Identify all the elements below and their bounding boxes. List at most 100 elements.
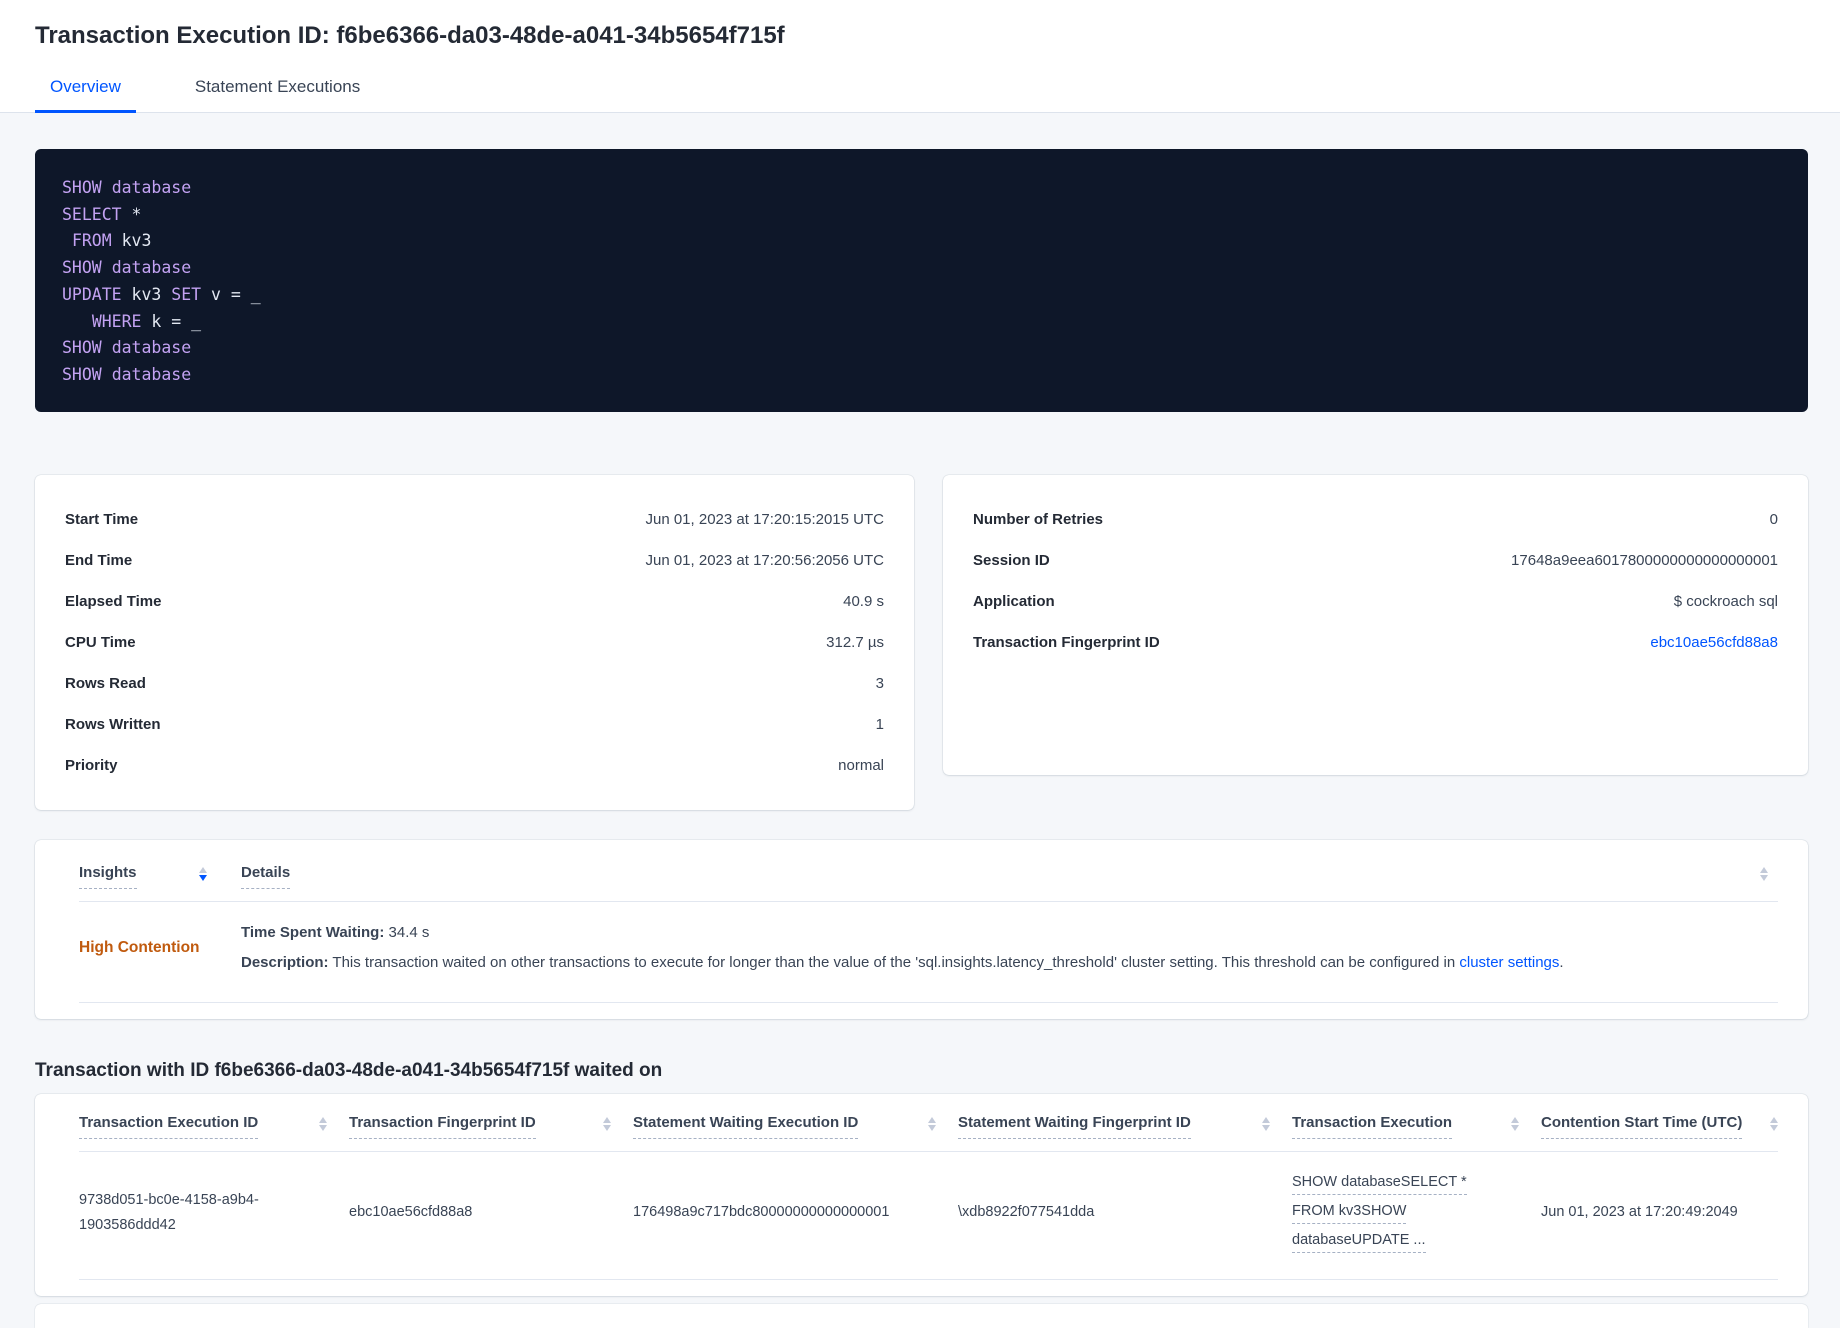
sql-text: kv3 (111, 231, 152, 251)
sort-icon (1262, 1114, 1270, 1131)
waited-on-table-card: Transaction Execution ID Transaction Fing… (35, 1094, 1808, 1296)
sql-keyword: SELECT (62, 204, 122, 224)
sql-text: k = _ (141, 311, 202, 331)
sort-down-arrow (1511, 1125, 1519, 1131)
sql-line: SELECT * (62, 202, 1781, 229)
description-suffix: . (1559, 954, 1564, 971)
sql-text (102, 258, 112, 277)
detail-value: 312.7 µs (826, 634, 884, 651)
detail-value: normal (838, 757, 884, 774)
sort-up-arrow (319, 1117, 327, 1123)
sql-line: WHERE k = _ (62, 309, 1781, 336)
sort-up-arrow (928, 1117, 936, 1123)
sql-line: SHOW database (62, 255, 1781, 282)
sort-down-arrow (199, 875, 207, 881)
column-header-label: Statement Waiting Fingerprint ID (958, 1114, 1191, 1139)
sql-keyword: SHOW (62, 178, 102, 197)
detail-label: Rows Read (65, 675, 146, 692)
sql-text (62, 231, 72, 250)
sql-keyword: SHOW (62, 338, 102, 358)
description-text: This transaction waited on other transac… (328, 954, 1460, 971)
sql-text (102, 338, 112, 357)
sort-down-arrow (603, 1125, 611, 1131)
column-header-statement-waiting-fingerprint-id[interactable]: Statement Waiting Fingerprint ID (958, 1114, 1270, 1139)
table-row: 9738d051-bc0e-4158-a9b4-1903586ddd42 ebc1… (79, 1152, 1778, 1280)
cell-transaction-execution-id: 9738d051-bc0e-4158-a9b4-1903586ddd42 (79, 1191, 259, 1233)
sort-up-arrow (603, 1117, 611, 1123)
execution-details-card: Start Time Jun 01, 2023 at 17:20:15:2015 … (35, 475, 914, 810)
column-header-label: Transaction Execution ID (79, 1114, 259, 1139)
detail-value: 1 (875, 716, 884, 733)
tab-bar: Overview Statement Executions (35, 77, 1808, 113)
sort-icon (1770, 1114, 1778, 1131)
time-spent-waiting-label: Time Spent Waiting: (241, 924, 385, 941)
sort-down-arrow (928, 1125, 936, 1131)
sql-text: v = _ (201, 284, 261, 304)
sql-keyword: SET (171, 284, 202, 304)
sql-keyword: UPDATE (62, 284, 122, 304)
sort-down-arrow (1262, 1125, 1270, 1131)
details-sort-control[interactable] (1760, 864, 1778, 881)
sql-keyword: database (111, 364, 192, 384)
column-header-contention-start-time[interactable]: Contention Start Time (UTC) (1541, 1114, 1778, 1139)
sql-line: SHOW database (62, 362, 1781, 389)
column-header-label: Transaction Execution (1292, 1114, 1453, 1139)
transaction-execution-link[interactable]: databaseUPDATE ... (1292, 1230, 1426, 1253)
column-header-insights[interactable]: Insights (79, 864, 241, 889)
waited-on-table-body: 9738d051-bc0e-4158-a9b4-1903586ddd42 ebc1… (79, 1152, 1778, 1280)
sort-icon (1760, 864, 1768, 881)
detail-value: 3 (875, 675, 884, 692)
cell-transaction-execution: SHOW databaseSELECT * FROM kv3SHOW databas… (1292, 1172, 1519, 1253)
description-label: Description: (241, 954, 329, 971)
sort-icon (319, 1114, 327, 1131)
detail-row: Application $ cockroach sql (973, 581, 1778, 622)
insights-table-header: Insights Details (79, 856, 1778, 902)
detail-label: End Time (65, 552, 133, 569)
cell-statement-waiting-execution-id: 176498a9c717bdc80000000000000001 (633, 1204, 890, 1220)
column-header-statement-waiting-execution-id[interactable]: Statement Waiting Execution ID (633, 1114, 936, 1139)
tab-overview[interactable]: Overview (35, 77, 136, 113)
detail-label: Session ID (973, 552, 1050, 569)
column-header-label: Transaction Fingerprint ID (349, 1114, 536, 1139)
detail-value: $ cockroach sql (1673, 593, 1778, 610)
transaction-execution-link[interactable]: FROM kv3SHOW (1292, 1201, 1407, 1224)
transaction-execution-link[interactable]: SHOW databaseSELECT * (1292, 1172, 1467, 1195)
sql-keyword: database (111, 338, 192, 358)
time-spent-waiting-value: 34.4 s (384, 924, 430, 941)
sql-text: kv3 (121, 284, 172, 304)
waited-on-table-header: Transaction Execution ID Transaction Fing… (79, 1114, 1778, 1152)
time-spent-waiting-line: Time Spent Waiting: 34.4 s (241, 918, 1760, 948)
column-header-label: Statement Waiting Execution ID (633, 1114, 859, 1139)
transaction-fingerprint-link[interactable]: ebc10ae56cfd88a8 (1650, 634, 1778, 651)
detail-row: Elapsed Time 40.9 s (65, 581, 884, 622)
sort-icon (199, 864, 207, 881)
cell-transaction-fingerprint-id: ebc10ae56cfd88a8 (349, 1204, 473, 1220)
column-header-transaction-fingerprint-id[interactable]: Transaction Fingerprint ID (349, 1114, 611, 1139)
detail-row: Start Time Jun 01, 2023 at 17:20:15:2015 … (65, 499, 884, 540)
detail-value: Jun 01, 2023 at 17:20:56:2056 UTC (645, 552, 884, 569)
detail-label: Elapsed Time (65, 593, 162, 610)
detail-value: Jun 01, 2023 at 17:20:15:2015 UTC (645, 511, 884, 528)
sql-keyword: SHOW (62, 258, 102, 278)
detail-row: Priority normal (65, 745, 884, 786)
insight-row: High Contention Time Spent Waiting: 34.4… (79, 902, 1778, 1003)
insight-details: Time Spent Waiting: 34.4 s Description: … (241, 918, 1760, 978)
cluster-settings-link[interactable]: cluster settings (1459, 954, 1560, 971)
tab-statement-executions[interactable]: Statement Executions (194, 77, 361, 96)
detail-label: Transaction Fingerprint ID (973, 634, 1160, 651)
column-header-transaction-execution-id[interactable]: Transaction Execution ID (79, 1114, 327, 1139)
sort-icon (603, 1114, 611, 1131)
sort-up-arrow (1760, 867, 1768, 873)
sort-up-arrow (199, 867, 207, 873)
column-header-details[interactable]: Details (241, 864, 1760, 889)
sql-text: * (121, 204, 142, 224)
cell-contention-start-time: Jun 01, 2023 at 17:20:49:2049 (1541, 1204, 1738, 1220)
sql-keyword: database (111, 258, 192, 278)
column-header-label: Insights (79, 864, 137, 889)
sql-keyword: SHOW (62, 364, 102, 384)
sql-line: FROM kv3 (62, 228, 1781, 255)
cell-statement-waiting-fingerprint-id: \xdb8922f077541dda (958, 1204, 1095, 1220)
column-header-transaction-execution[interactable]: Transaction Execution (1292, 1114, 1519, 1139)
detail-row: Rows Read 3 (65, 663, 884, 704)
detail-row: Number of Retries 0 (973, 499, 1778, 540)
